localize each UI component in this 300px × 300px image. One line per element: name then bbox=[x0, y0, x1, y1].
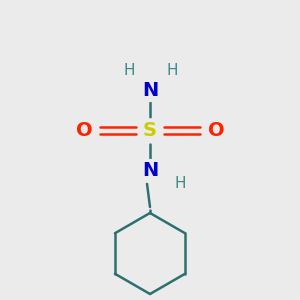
Circle shape bbox=[139, 119, 161, 142]
Text: O: O bbox=[208, 121, 224, 140]
Text: N: N bbox=[142, 80, 158, 100]
Circle shape bbox=[73, 119, 95, 142]
Circle shape bbox=[139, 160, 161, 182]
Text: S: S bbox=[143, 121, 157, 140]
Text: H: H bbox=[123, 63, 135, 78]
Text: N: N bbox=[142, 161, 158, 181]
Text: O: O bbox=[76, 121, 92, 140]
Circle shape bbox=[139, 79, 161, 101]
Circle shape bbox=[205, 119, 227, 142]
Text: H: H bbox=[167, 63, 178, 78]
Text: H: H bbox=[174, 176, 186, 190]
